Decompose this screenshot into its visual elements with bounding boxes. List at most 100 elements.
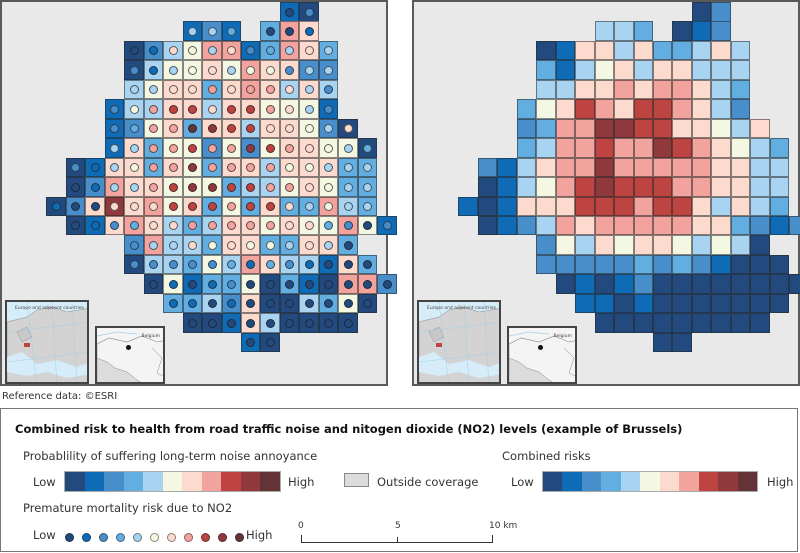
grid-cell xyxy=(711,177,731,197)
grid-cell xyxy=(318,235,339,255)
grid-cell xyxy=(711,60,731,80)
no2-risk-dot xyxy=(343,260,353,270)
grid-cell xyxy=(143,118,164,139)
grid-cell xyxy=(202,60,222,80)
no2-risk-dot xyxy=(129,202,139,211)
no2-risk-dot xyxy=(324,202,334,211)
grid-cell xyxy=(85,196,105,216)
no2-risk-dot xyxy=(304,260,314,270)
no2-risk-dot xyxy=(285,65,295,75)
grid-cell xyxy=(260,215,280,236)
grid-cell xyxy=(182,157,203,178)
grid-cell xyxy=(575,118,595,139)
grid-cell xyxy=(672,99,692,119)
grid-right xyxy=(414,2,800,384)
grid-cell xyxy=(594,254,615,275)
no2-risk-dot xyxy=(129,240,139,250)
grid-cell xyxy=(691,138,712,158)
no2-risk-dot xyxy=(246,318,256,328)
no2-risk-dot xyxy=(304,163,314,173)
grid-cell xyxy=(730,196,751,216)
grid-cell xyxy=(202,40,222,61)
grid-cell xyxy=(691,60,712,80)
no2-risk-dot xyxy=(285,318,295,328)
no2-risk-dot xyxy=(90,163,100,173)
grid-cell xyxy=(614,21,634,41)
no2-risk-dot xyxy=(246,279,256,289)
grid-cell xyxy=(65,196,86,216)
grid-cell xyxy=(614,157,634,178)
no2-risk-dot xyxy=(246,163,256,173)
no2-risk-dot xyxy=(188,202,198,211)
legend-dot-class xyxy=(99,533,108,542)
grid-cell xyxy=(594,157,615,178)
grid-cell xyxy=(633,196,653,216)
grid-cell xyxy=(124,79,144,100)
no2-risk-dot xyxy=(149,260,159,270)
grid-cell xyxy=(769,196,790,216)
grid-cell xyxy=(260,177,280,197)
grid-cell xyxy=(240,274,261,294)
combined-low-label: Low xyxy=(511,475,534,489)
grid-cell xyxy=(260,21,280,41)
no2-risk-dot xyxy=(188,182,198,192)
legend-color-class xyxy=(260,472,281,491)
no2-risk-dot xyxy=(363,163,373,173)
grid-cell xyxy=(575,215,595,236)
grid-cell xyxy=(691,254,712,275)
grid-cell xyxy=(555,118,576,139)
inset-map-belgium: Belgium xyxy=(507,326,577,384)
no2-risk-dot xyxy=(227,124,236,134)
grid-cell xyxy=(240,215,261,236)
grid-cell xyxy=(143,60,164,80)
no2-risk-dot xyxy=(285,85,295,95)
no2-risk-dot xyxy=(246,338,256,348)
no2-risk-dot xyxy=(207,124,217,134)
no2-risk-dot xyxy=(227,318,236,328)
no2-risk-dot xyxy=(304,124,314,134)
grid-cell xyxy=(182,215,203,236)
grid-cell xyxy=(711,274,731,294)
legend-title: Combined risk to health from road traffi… xyxy=(15,422,683,436)
grid-cell xyxy=(516,99,537,119)
grid-cell xyxy=(536,235,556,255)
grid-cell xyxy=(672,332,692,353)
no2-risk-dot xyxy=(304,104,314,114)
grid-cell xyxy=(338,177,358,197)
grid-cell xyxy=(202,274,222,294)
grid-cell xyxy=(652,157,673,178)
no2-risk-dot xyxy=(188,240,198,250)
grid-cell xyxy=(652,40,673,61)
grid-cell xyxy=(124,235,144,255)
grid-cell xyxy=(221,177,241,197)
grid-cell xyxy=(163,177,183,197)
grid-cell xyxy=(652,254,673,275)
grid-cell xyxy=(318,138,339,158)
grid-cell xyxy=(143,138,164,158)
combined-color-ramp xyxy=(542,471,758,492)
no2-risk-dot xyxy=(168,163,178,173)
no2-risk-dot xyxy=(207,299,217,309)
grid-cell xyxy=(299,79,319,100)
grid-cell xyxy=(614,99,634,119)
grid-cell xyxy=(633,293,653,314)
grid-cell xyxy=(221,274,241,294)
grid-cell xyxy=(730,215,751,236)
grid-cell xyxy=(730,177,751,197)
grid-cell xyxy=(143,215,164,236)
legend-dot-class xyxy=(65,533,74,542)
grid-cell xyxy=(279,293,300,314)
grid-cell xyxy=(691,99,712,119)
no2-risk-dot xyxy=(188,85,198,95)
grid-cell xyxy=(730,60,751,80)
no2-risk-dot xyxy=(265,65,275,75)
no2-risk-dot xyxy=(304,182,314,192)
grid-cell xyxy=(711,293,731,314)
grid-cell xyxy=(769,157,790,178)
grid-cell xyxy=(672,215,692,236)
no2-risk-dot xyxy=(304,318,314,328)
no2-risk-dot xyxy=(246,221,256,231)
grid-cell xyxy=(672,138,692,158)
grid-cell xyxy=(318,118,339,139)
grid-cell xyxy=(221,138,241,158)
